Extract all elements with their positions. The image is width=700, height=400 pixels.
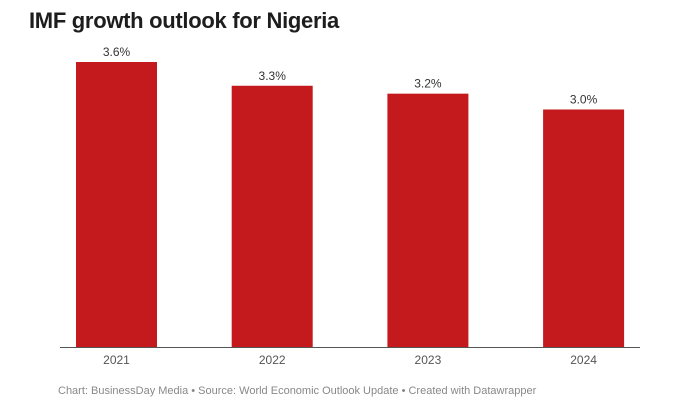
x-tick-label: 2022 [259,353,286,367]
x-tick-label: 2023 [415,353,442,367]
x-tick-label: 2021 [103,353,130,367]
data-label-2023: 3.2% [414,77,442,91]
chart-footer: Chart: BusinessDay Media • Source: World… [58,385,537,397]
data-label-2024: 3.0% [570,93,598,107]
bar-2024 [543,109,625,347]
bar-2021 [76,62,157,347]
data-label-2021: 3.6% [103,45,131,59]
data-label-2022: 3.3% [259,69,287,83]
x-tick-label: 2024 [570,353,597,367]
bar-2023 [387,93,469,348]
bar-2022 [231,85,313,347]
chart-title: IMF growth outlook for Nigeria [29,8,339,33]
